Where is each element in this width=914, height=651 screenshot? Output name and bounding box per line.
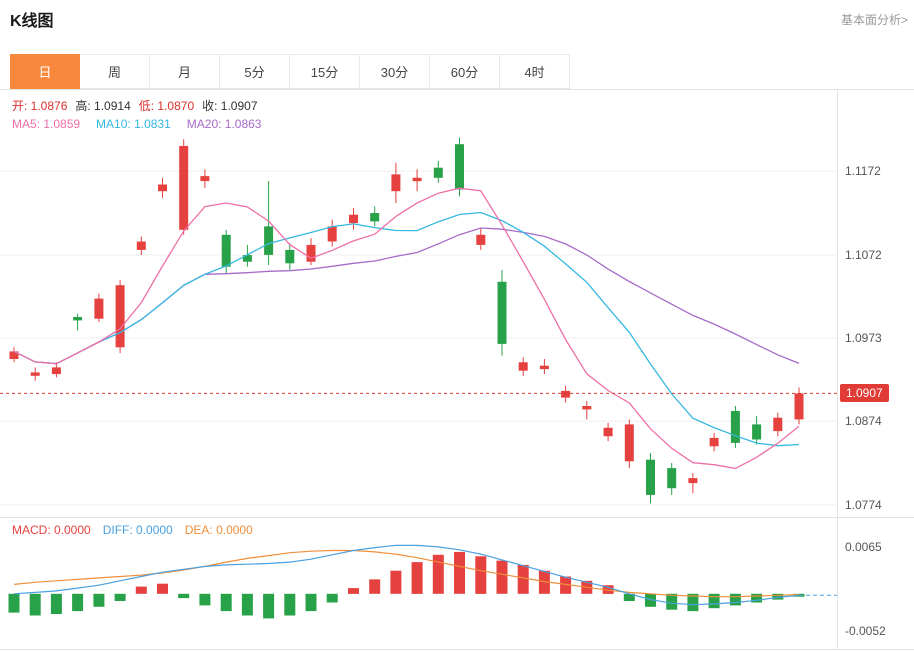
fundamental-analysis-link[interactable]: 基本面分析> xyxy=(840,13,908,27)
candlestick-chart[interactable] xyxy=(0,135,837,510)
tab-日[interactable]: 日 xyxy=(10,54,80,89)
current-price-tag: 1.0907 xyxy=(840,384,889,403)
tab-5分[interactable]: 5分 xyxy=(220,54,290,89)
stat-DIFF: DIFF: 0.0000 xyxy=(102,523,173,537)
stat-开: 开: 1.0876 xyxy=(12,99,68,113)
stat-高: 高: 1.0914 xyxy=(75,99,131,113)
macd-axis-label: -0.0052 xyxy=(845,624,886,639)
price-axis-label: 1.0973 xyxy=(845,331,882,346)
ohlc-row: 开: 1.0876 高: 1.0914 低: 1.0870 收: 1.0907 xyxy=(12,97,266,114)
stat-收: 收: 1.0907 xyxy=(202,99,258,113)
ma-legend-row: MA5: 1.0859 MA10: 1.0831 MA20: 1.0863 xyxy=(12,117,277,131)
stat-MACD: MACD: 0.0000 xyxy=(12,523,91,537)
stat-DEA: DEA: 0.0000 xyxy=(184,523,253,537)
interval-tabs: 日周月 5分 15分 30分 60分 4时 xyxy=(10,54,570,89)
price-axis-label: 1.0874 xyxy=(845,414,882,429)
price-axis-label: 1.1072 xyxy=(845,247,882,262)
macd-chart[interactable] xyxy=(0,518,837,648)
stat-MA5: MA5: 1.0859 xyxy=(12,117,81,131)
tab-月[interactable]: 月 xyxy=(150,54,220,89)
price-axis-label: 1.0774 xyxy=(845,497,882,512)
macd-axis-label: 0.0065 xyxy=(845,539,882,554)
page-title: K线图 xyxy=(10,13,54,30)
stat-MA20: MA20: 1.0863 xyxy=(186,117,262,131)
price-axis-label: 1.1172 xyxy=(845,164,881,179)
tab-60分[interactable]: 60分 xyxy=(430,54,500,89)
macd-legend-row: MACD: 0.0000 DIFF: 0.0000 DEA: 0.0000 xyxy=(12,523,265,537)
tabs-divider xyxy=(0,89,914,90)
stat-低: 低: 1.0870 xyxy=(138,99,195,113)
panel-divider xyxy=(0,517,914,518)
tab-周[interactable]: 周 xyxy=(80,54,150,89)
tab-4时[interactable]: 4时 xyxy=(500,54,570,89)
tab-30分[interactable]: 30分 xyxy=(360,54,430,89)
price-axis-line xyxy=(837,89,838,649)
tab-15分[interactable]: 15分 xyxy=(290,54,360,89)
stat-MA10: MA10: 1.0831 xyxy=(96,117,171,131)
bottom-divider xyxy=(0,649,914,650)
